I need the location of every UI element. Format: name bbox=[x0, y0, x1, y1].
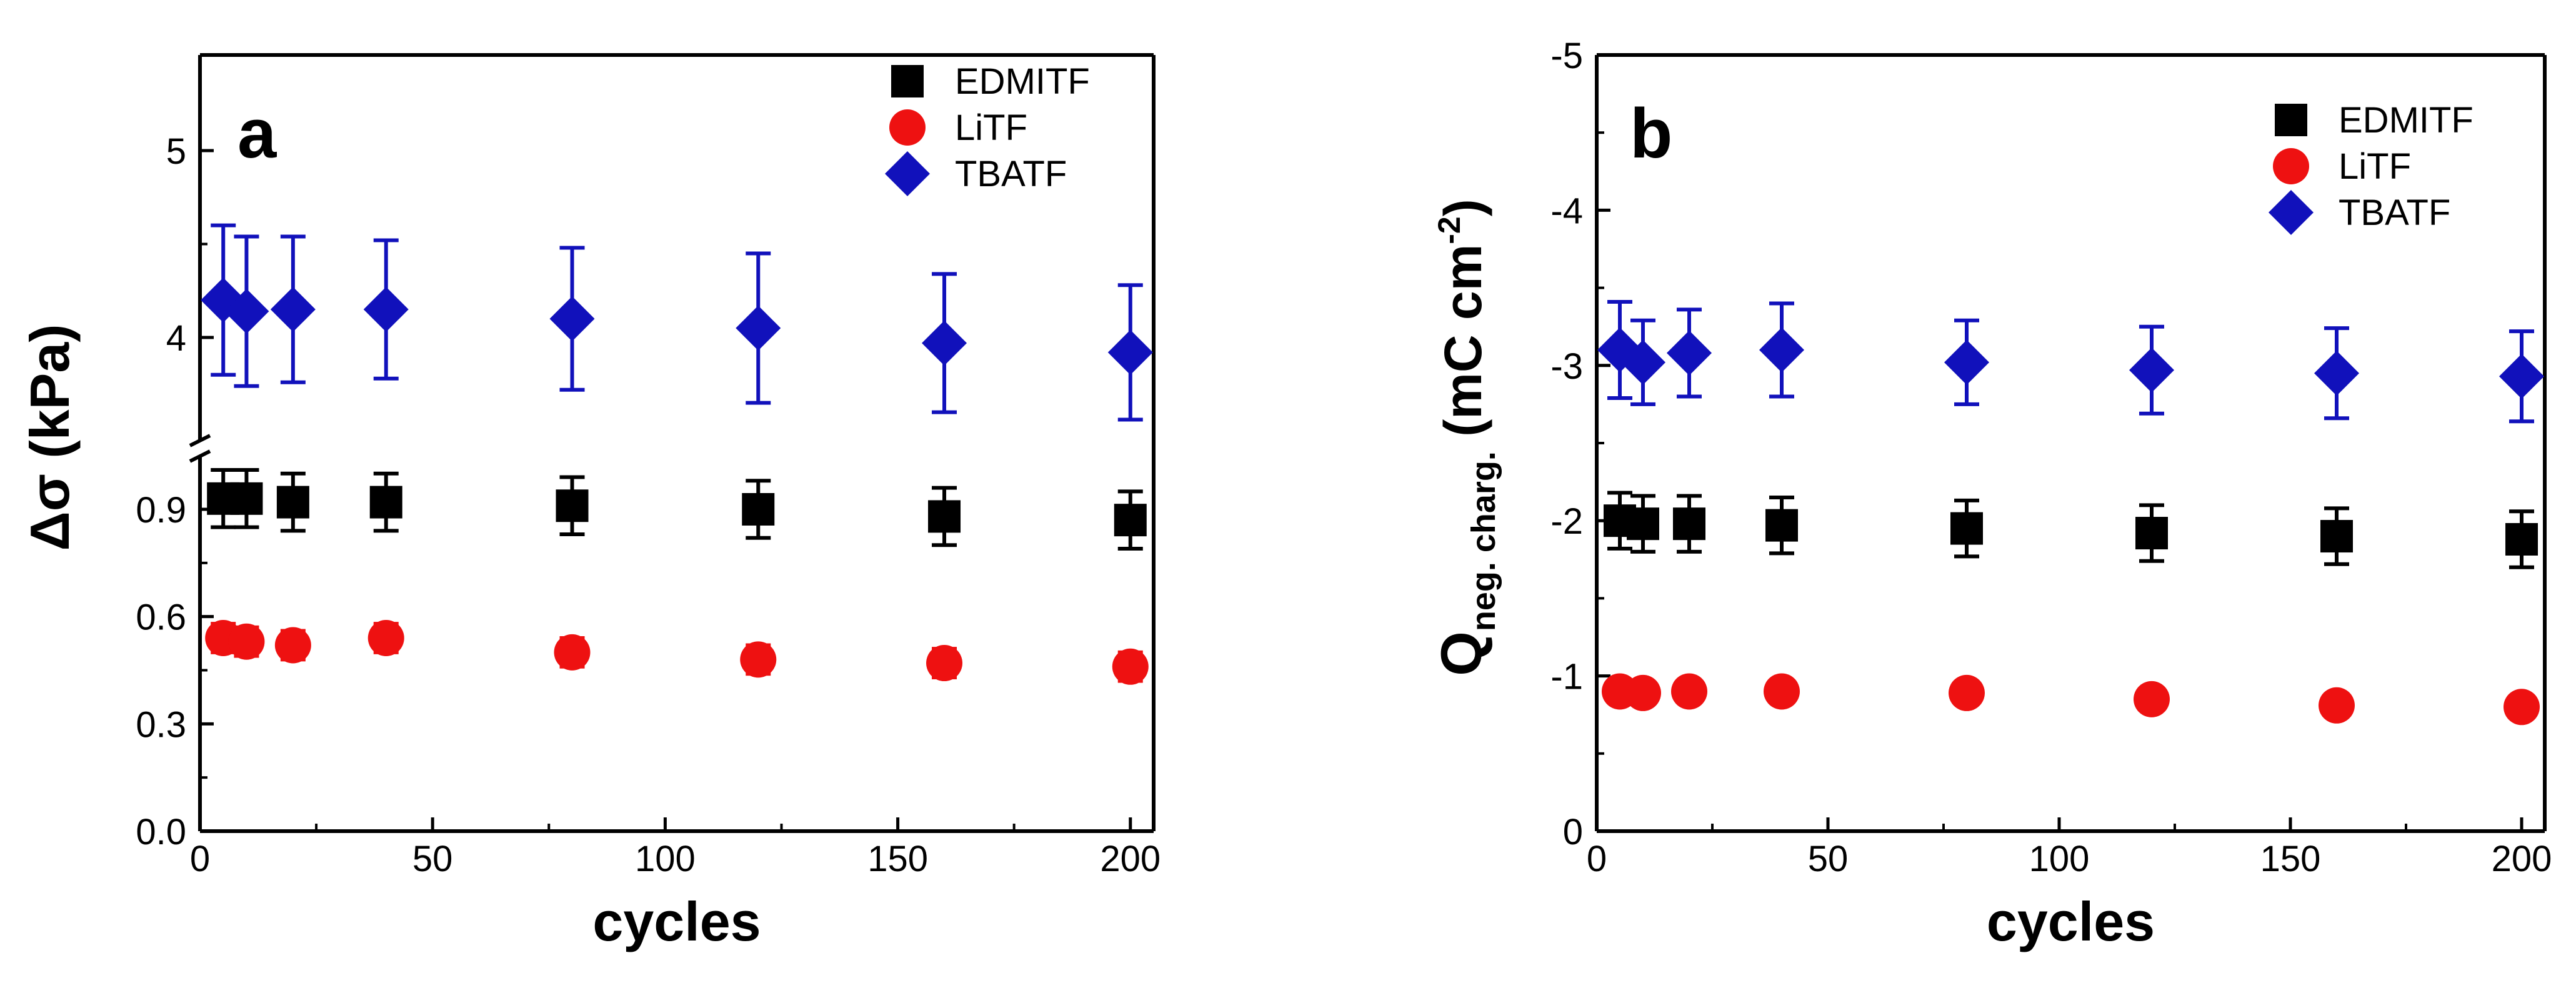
legend-marker-tbatf bbox=[885, 151, 930, 196]
data-point-edmitf bbox=[742, 493, 775, 526]
data-point-litf bbox=[367, 620, 404, 656]
data-point-tbatf bbox=[2314, 351, 2359, 396]
data-point-litf bbox=[1625, 674, 1661, 711]
data-point-tbatf bbox=[1944, 339, 1989, 385]
y-tick-label: 0.6 bbox=[136, 597, 186, 638]
x-axis-label: cycles bbox=[1987, 891, 2155, 952]
legend-marker-litf bbox=[2273, 148, 2309, 184]
panel-label: b bbox=[1630, 94, 1672, 172]
data-point-edmitf bbox=[230, 482, 263, 515]
data-point-litf bbox=[1949, 674, 1985, 711]
legend-marker-edmitf bbox=[2275, 104, 2307, 136]
data-point-litf bbox=[1671, 673, 1707, 710]
x-tick-label: 50 bbox=[1808, 839, 1849, 879]
y-tick-label: -1 bbox=[1550, 657, 1583, 697]
y-tick-label: 4 bbox=[166, 318, 186, 359]
x-tick-label: 150 bbox=[2260, 839, 2321, 879]
data-point-edmitf bbox=[2135, 517, 2168, 550]
data-point-tbatf bbox=[2129, 347, 2174, 393]
data-point-tbatf bbox=[1620, 339, 1665, 385]
y-label-subscript: neg. charg. bbox=[1465, 451, 1502, 631]
y-label-superscript: -2 bbox=[1432, 216, 1467, 244]
data-point-tbatf bbox=[2499, 354, 2544, 399]
data-point-edmitf bbox=[1673, 507, 1705, 541]
y-label-unit: (mC cm bbox=[1434, 244, 1492, 451]
y-tick-label: 5 bbox=[166, 131, 186, 172]
y-tick-label: -5 bbox=[1550, 36, 1583, 76]
data-point-litf bbox=[740, 641, 777, 678]
data-point-tbatf bbox=[363, 287, 409, 332]
legend-label-litf: LiTF bbox=[2339, 146, 2411, 187]
data-point-edmitf bbox=[1627, 507, 1659, 541]
data-point-edmitf bbox=[369, 486, 402, 519]
y-label-close: ) bbox=[1434, 199, 1492, 216]
x-tick-label: 100 bbox=[2029, 839, 2090, 879]
y-tick-label: 0 bbox=[1563, 812, 1583, 852]
x-tick-label: 200 bbox=[1100, 839, 1161, 879]
data-point-edmitf bbox=[2320, 520, 2353, 553]
legend-label-edmitf: EDMITF bbox=[955, 61, 1090, 102]
axis-break-mark bbox=[189, 449, 211, 463]
data-point-litf bbox=[2504, 689, 2540, 726]
data-point-litf bbox=[228, 623, 265, 660]
data-point-tbatf bbox=[1667, 330, 1712, 376]
data-point-tbatf bbox=[922, 320, 967, 366]
data-point-tbatf bbox=[1759, 327, 1804, 372]
data-point-edmitf bbox=[928, 500, 961, 533]
data-point-litf bbox=[926, 645, 963, 682]
y-tick-label: -2 bbox=[1550, 501, 1583, 542]
panel-a: 0 50 100 150 200 cycles 4 5 0.0 0.3 0.6 0.9 Δσ (kPa)… bbox=[19, 53, 1161, 952]
data-point-litf bbox=[1112, 648, 1149, 685]
legend-marker-litf bbox=[889, 109, 926, 146]
data-point-edmitf bbox=[1950, 512, 1983, 545]
legend-marker-tbatf bbox=[2269, 190, 2314, 235]
panel-b: 0 50 100 150 200 cycles 0 -1 -2 -3 -4 -5 Qneg. charg… bbox=[1430, 36, 2552, 952]
legend-label-tbatf: TBATF bbox=[955, 154, 1067, 194]
y-axis-label: Δσ (kPa) bbox=[19, 324, 81, 551]
axis-break-mark bbox=[189, 434, 211, 447]
x-tick-label: 0 bbox=[190, 839, 210, 879]
y-tick-label: 0.9 bbox=[136, 490, 186, 531]
data-point-edmitf bbox=[1765, 509, 1798, 542]
y-label-main: Q bbox=[1430, 631, 1494, 676]
legend-label-edmitf: EDMITF bbox=[2339, 100, 2474, 141]
data-point-litf bbox=[554, 634, 591, 671]
data-point-litf bbox=[2134, 681, 2170, 717]
data-point-edmitf bbox=[2505, 523, 2538, 556]
data-point-litf bbox=[274, 627, 311, 664]
x-tick-label: 50 bbox=[412, 839, 453, 879]
data-point-tbatf bbox=[270, 287, 316, 332]
y-tick-label: -3 bbox=[1550, 346, 1583, 387]
data-point-tbatf bbox=[224, 289, 269, 334]
legend-marker-edmitf bbox=[891, 65, 924, 97]
y-axis-label: Qneg. charg. (mC cm-2) bbox=[1430, 199, 1502, 676]
y-tick-label: 0.3 bbox=[136, 704, 186, 745]
data-point-litf bbox=[1764, 673, 1800, 710]
x-axis-label: cycles bbox=[592, 891, 761, 952]
data-point-litf bbox=[2319, 687, 2355, 724]
x-tick-label: 150 bbox=[867, 839, 928, 879]
data-point-tbatf bbox=[736, 306, 781, 351]
y-tick-label: 0.0 bbox=[136, 812, 186, 852]
data-point-edmitf bbox=[276, 486, 309, 519]
legend-label-litf: LiTF bbox=[955, 107, 1027, 148]
x-tick-label: 0 bbox=[1587, 839, 1607, 879]
data-point-edmitf bbox=[1114, 504, 1147, 537]
data-point-tbatf bbox=[1107, 329, 1153, 375]
legend-label-tbatf: TBATF bbox=[2339, 192, 2450, 233]
data-point-edmitf bbox=[556, 489, 589, 522]
panel-label: a bbox=[237, 94, 277, 172]
y-tick-label: -4 bbox=[1550, 191, 1583, 231]
x-tick-label: 200 bbox=[2492, 839, 2552, 879]
data-point-tbatf bbox=[549, 296, 595, 342]
x-tick-label: 100 bbox=[635, 839, 696, 879]
